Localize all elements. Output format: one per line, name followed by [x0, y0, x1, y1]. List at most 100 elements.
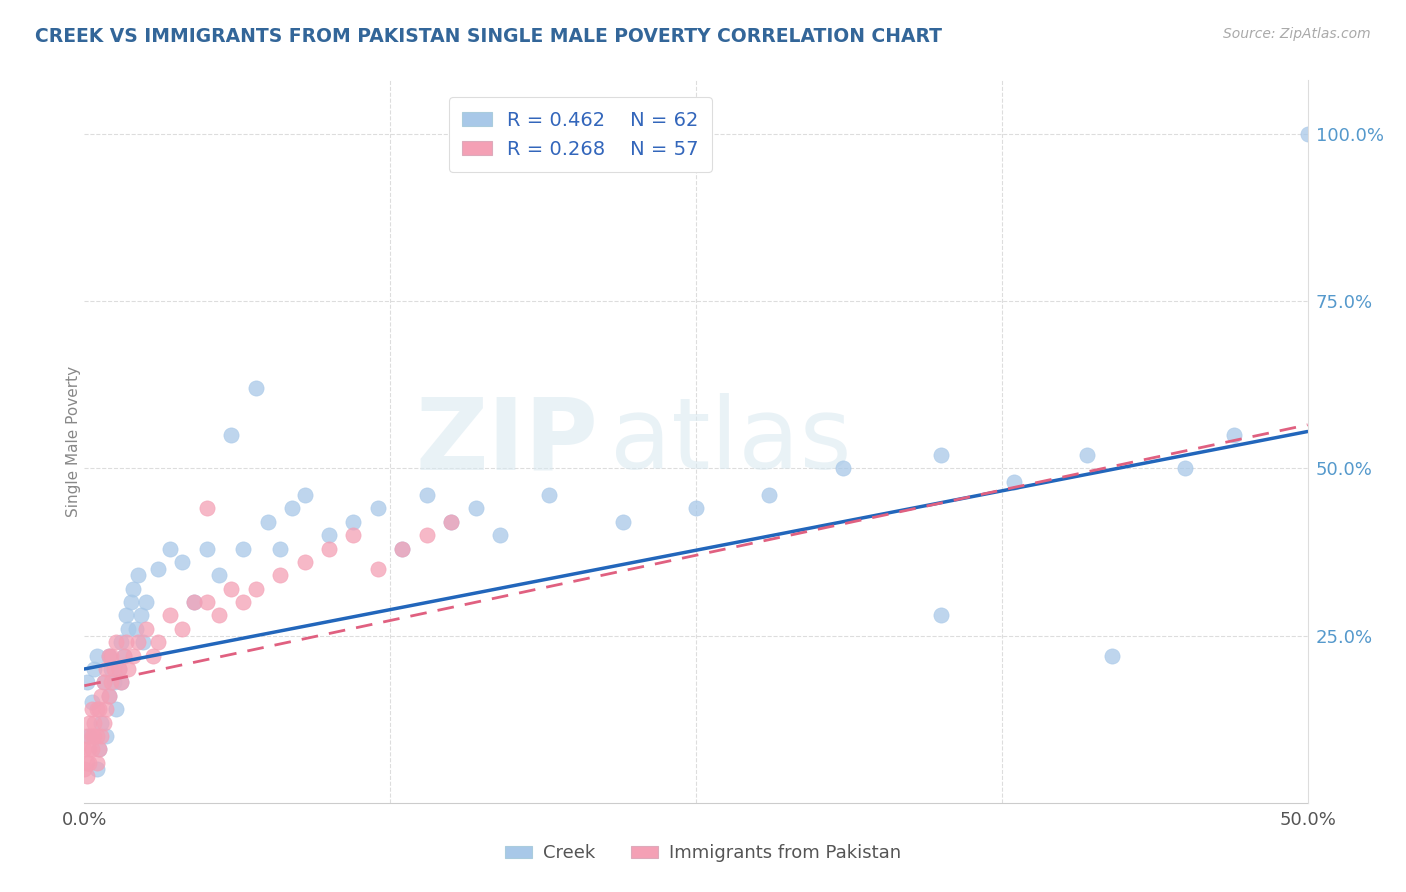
Legend: R = 0.462    N = 62, R = 0.268    N = 57: R = 0.462 N = 62, R = 0.268 N = 57: [449, 97, 713, 172]
Point: [87, 742, 110, 756]
Text: ZIP: ZIP: [415, 393, 598, 490]
Y-axis label: Single Male Poverty: Single Male Poverty: [66, 366, 80, 517]
Point: [208, 568, 231, 582]
Point: [86, 648, 108, 663]
Point: [142, 648, 165, 663]
Point: [318, 541, 340, 556]
Point: [73, 762, 96, 776]
Point: [929, 608, 952, 623]
Point: [294, 488, 316, 502]
Point: [612, 515, 634, 529]
Point: [135, 595, 157, 609]
Point: [127, 568, 149, 582]
Point: [83, 715, 105, 730]
Point: [120, 595, 142, 609]
Point: [125, 622, 148, 636]
Point: [93, 675, 115, 690]
Point: [127, 635, 149, 649]
Point: [1296, 127, 1319, 141]
Point: [183, 595, 205, 609]
Point: [110, 675, 132, 690]
Point: [96, 662, 118, 676]
Point: [159, 541, 181, 556]
Point: [685, 501, 707, 516]
Point: [440, 515, 463, 529]
Point: [416, 488, 439, 502]
Legend: Creek, Immigrants from Pakistan: Creek, Immigrants from Pakistan: [498, 838, 908, 870]
Point: [172, 622, 194, 636]
Text: Source: ZipAtlas.com: Source: ZipAtlas.com: [1223, 27, 1371, 41]
Point: [219, 582, 242, 596]
Point: [159, 608, 181, 623]
Point: [73, 742, 96, 756]
Point: [195, 541, 218, 556]
Point: [342, 528, 364, 542]
Point: [77, 742, 100, 756]
Point: [93, 715, 115, 730]
Point: [1002, 475, 1025, 489]
Point: [146, 635, 169, 649]
Point: [100, 648, 122, 663]
Point: [416, 528, 439, 542]
Point: [87, 702, 110, 716]
Point: [77, 756, 100, 770]
Point: [76, 756, 98, 770]
Text: atlas: atlas: [610, 393, 852, 490]
Point: [219, 427, 242, 442]
Point: [105, 635, 128, 649]
Point: [103, 662, 125, 676]
Point: [76, 769, 98, 783]
Point: [146, 562, 169, 576]
Point: [90, 729, 112, 743]
Point: [110, 635, 132, 649]
Point: [1076, 448, 1098, 462]
Point: [76, 675, 98, 690]
Point: [172, 555, 194, 569]
Point: [107, 662, 129, 676]
Point: [100, 662, 122, 676]
Point: [1101, 648, 1123, 663]
Point: [232, 595, 254, 609]
Point: [122, 648, 145, 663]
Point: [1223, 427, 1246, 442]
Point: [86, 756, 108, 770]
Point: [464, 501, 486, 516]
Point: [77, 729, 100, 743]
Point: [489, 528, 512, 542]
Point: [245, 582, 267, 596]
Point: [87, 742, 110, 756]
Point: [105, 702, 128, 716]
Point: [269, 568, 291, 582]
Point: [80, 702, 103, 716]
Point: [391, 541, 413, 556]
Point: [367, 562, 389, 576]
Point: [97, 648, 120, 663]
Point: [90, 689, 112, 703]
Point: [115, 635, 138, 649]
Point: [100, 675, 122, 690]
Point: [391, 541, 413, 556]
Point: [112, 648, 135, 663]
Point: [83, 729, 105, 743]
Point: [269, 541, 291, 556]
Point: [115, 608, 138, 623]
Point: [257, 515, 280, 529]
Point: [129, 608, 152, 623]
Point: [232, 541, 254, 556]
Point: [342, 515, 364, 529]
Point: [281, 501, 304, 516]
Point: [103, 675, 125, 690]
Point: [97, 648, 120, 663]
Point: [245, 381, 267, 395]
Point: [195, 595, 218, 609]
Point: [80, 742, 103, 756]
Point: [367, 501, 389, 516]
Point: [90, 715, 112, 730]
Point: [86, 762, 108, 776]
Point: [76, 729, 98, 743]
Point: [97, 689, 120, 703]
Point: [318, 528, 340, 542]
Point: [117, 622, 139, 636]
Point: [86, 729, 108, 743]
Point: [195, 501, 218, 516]
